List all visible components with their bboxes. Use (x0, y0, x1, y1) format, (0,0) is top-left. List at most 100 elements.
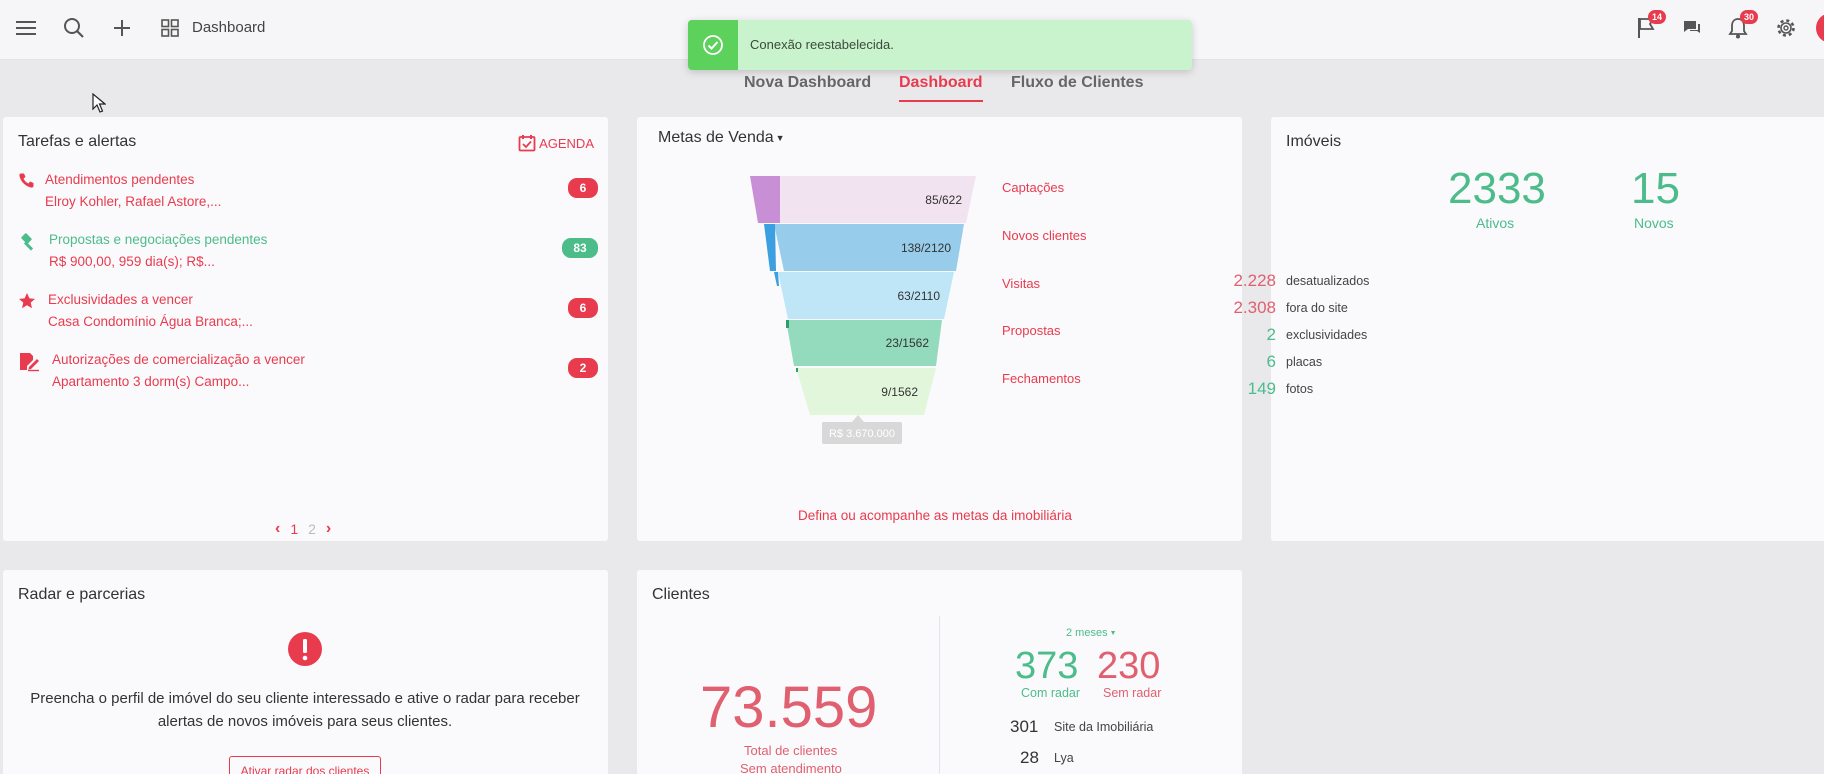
property-stat[interactable]: 2.228 desatualizados (1190, 271, 1490, 293)
properties-card: Imóveis (1271, 117, 1824, 541)
funnel-stage-novos-clientes[interactable] (774, 224, 964, 271)
bell-icon[interactable]: 30 (1726, 10, 1758, 40)
task-title: Atendimentos pendentes (45, 172, 195, 187)
without-radar-count[interactable]: 230 (1097, 645, 1161, 687)
period-dropdown[interactable]: 2 meses ▼ (1066, 627, 1117, 639)
client-source[interactable]: 28 Lya (1008, 748, 1308, 770)
task-title: Exclusividades a vencer (48, 292, 193, 307)
clients-title: Clientes (652, 586, 710, 603)
plus-icon[interactable] (110, 16, 134, 40)
avatar[interactable] (1816, 13, 1824, 43)
funnel-label[interactable]: Novos clientes (1002, 228, 1087, 243)
toast-notification[interactable]: Conexão reestabelecida. (688, 20, 1192, 70)
flag-icon[interactable]: 14 (1634, 10, 1666, 40)
property-stat[interactable]: 2.308 fora do site (1190, 298, 1490, 320)
without-radar-label: Sem radar (1103, 686, 1162, 700)
funnel-stage-visitas[interactable] (778, 272, 954, 319)
radar-card: Radar e parcerias (3, 570, 608, 774)
tab-dashboard[interactable]: Dashboard (899, 74, 983, 102)
task-count-badge: 83 (562, 238, 598, 258)
sales-goals-dropdown[interactable]: Metas de Venda ▼ (658, 129, 785, 147)
toast-message: Conexão reestabelecida. (750, 37, 894, 52)
sales-goals-title: Metas de Venda (658, 129, 774, 146)
task-subtitle: Casa Condomínio Água Branca;... (48, 314, 253, 329)
new-label: Novos (1634, 215, 1674, 231)
clients-without-service-label[interactable]: Sem atendimento (740, 761, 842, 774)
funnel-progress-visitas (774, 272, 779, 286)
property-stat[interactable]: 2 exclusividades (1190, 325, 1490, 347)
task-item[interactable]: Exclusividades a vencer Casa Condomínio … (18, 292, 598, 344)
stat-value: 149 (1247, 379, 1276, 398)
task-subtitle: Apartamento 3 dorm(s) Campo... (52, 374, 250, 389)
chat-icon[interactable] (1680, 16, 1704, 40)
task-item[interactable]: Autorizações de comercialização a vencer… (18, 352, 598, 404)
phone-icon (18, 172, 38, 192)
new-count[interactable]: 15 (1631, 164, 1680, 213)
source-label: Lya (1054, 751, 1074, 765)
task-item[interactable]: Propostas e negociações pendentes R$ 900… (18, 232, 598, 284)
active-count[interactable]: 2333 (1448, 164, 1546, 213)
source-value: 301 (1010, 717, 1039, 736)
agenda-button[interactable]: AGENDA (518, 134, 594, 152)
total-value-label: R$ 3.670.000 (829, 428, 895, 440)
stat-label: fora do site (1286, 301, 1348, 315)
property-stat[interactable]: 149 fotos (1190, 379, 1490, 401)
total-value-tooltip (822, 422, 902, 444)
funnel-label[interactable]: Fechamentos (1002, 371, 1081, 386)
funnel-stage-fechamentos[interactable] (796, 368, 936, 415)
page-2[interactable]: 2 (308, 521, 316, 537)
stat-value: 2 (1266, 325, 1276, 344)
funnel-value: 138/2120 (901, 241, 951, 255)
stat-value: 2.308 (1233, 298, 1276, 317)
tab-nova-dashboard[interactable]: Nova Dashboard (744, 74, 872, 91)
task-item[interactable]: Atendimentos pendentes Elroy Kohler, Raf… (18, 172, 598, 224)
divider (939, 616, 940, 774)
funnel-value: 23/1562 (886, 336, 930, 350)
funnel-label[interactable]: Captações (1002, 180, 1065, 195)
clients-total[interactable]: 73.559 (700, 675, 878, 740)
chevron-right-icon[interactable]: › (325, 520, 332, 537)
flag-badge: 14 (1647, 10, 1666, 24)
tasks-title: Tarefas e alertas (18, 133, 137, 150)
task-title: Autorizações de comercialização a vencer (52, 352, 305, 367)
tasks-card: Tarefas e alertas AGENDA Atendimentos pe… (3, 117, 608, 541)
source-label: Site da Imobiliária (1054, 720, 1154, 734)
stat-value: 6 (1266, 352, 1276, 371)
task-count-badge: 6 (568, 178, 598, 198)
caret-down-icon: ▼ (775, 133, 785, 143)
funnel-stage-captacoes[interactable] (750, 176, 976, 223)
tab-fluxo-de-clientes[interactable]: Fluxo de Clientes (1011, 74, 1144, 91)
chevron-left-icon[interactable]: ‹ (275, 520, 281, 537)
cursor-icon (92, 93, 106, 113)
with-radar-count[interactable]: 373 (1015, 645, 1079, 687)
funnel-label[interactable]: Propostas (1002, 323, 1061, 338)
activate-radar-button[interactable]: Ativar radar dos clientes (229, 756, 381, 774)
funnel-value: 63/2110 (898, 289, 941, 303)
task-subtitle: R$ 900,00, 959 dia(s); R$... (49, 254, 215, 269)
stat-label: exclusividades (1286, 328, 1368, 342)
clients-total-label: Total de clientes (744, 743, 838, 758)
signature-icon (18, 352, 39, 372)
funnel-value: 85/622 (925, 193, 962, 207)
tooltip-pointer (852, 415, 864, 422)
radar-message: Preencha o perfil de imóvel do seu clien… (30, 690, 580, 730)
sales-goals-link[interactable]: Defina ou acompanhe as metas da imobiliá… (798, 508, 1072, 523)
page-1[interactable]: 1 (290, 521, 299, 537)
caret-down-icon: ▼ (1109, 629, 1117, 637)
search-icon[interactable] (62, 16, 86, 40)
source-value: 28 (1020, 748, 1039, 767)
grid-icon[interactable] (158, 16, 182, 40)
funnel-progress-fechamentos (796, 368, 798, 372)
page-title[interactable]: Dashboard (192, 19, 266, 36)
menu-icon[interactable] (14, 16, 38, 40)
task-title: Propostas e negociações pendentes (49, 232, 268, 247)
gear-icon[interactable] (1774, 16, 1798, 40)
property-stat[interactable]: 6 placas (1190, 352, 1490, 374)
agenda-label: AGENDA (539, 135, 594, 151)
funnel-progress-novos-clientes (764, 224, 776, 271)
client-source[interactable]: 301 Site da Imobiliária (1008, 717, 1308, 739)
funnel-stage-propostas[interactable] (786, 320, 942, 366)
funnel-label[interactable]: Visitas (1002, 276, 1041, 291)
with-radar-label: Com radar (1021, 686, 1081, 700)
radar-title: Radar e parcerias (18, 586, 146, 603)
